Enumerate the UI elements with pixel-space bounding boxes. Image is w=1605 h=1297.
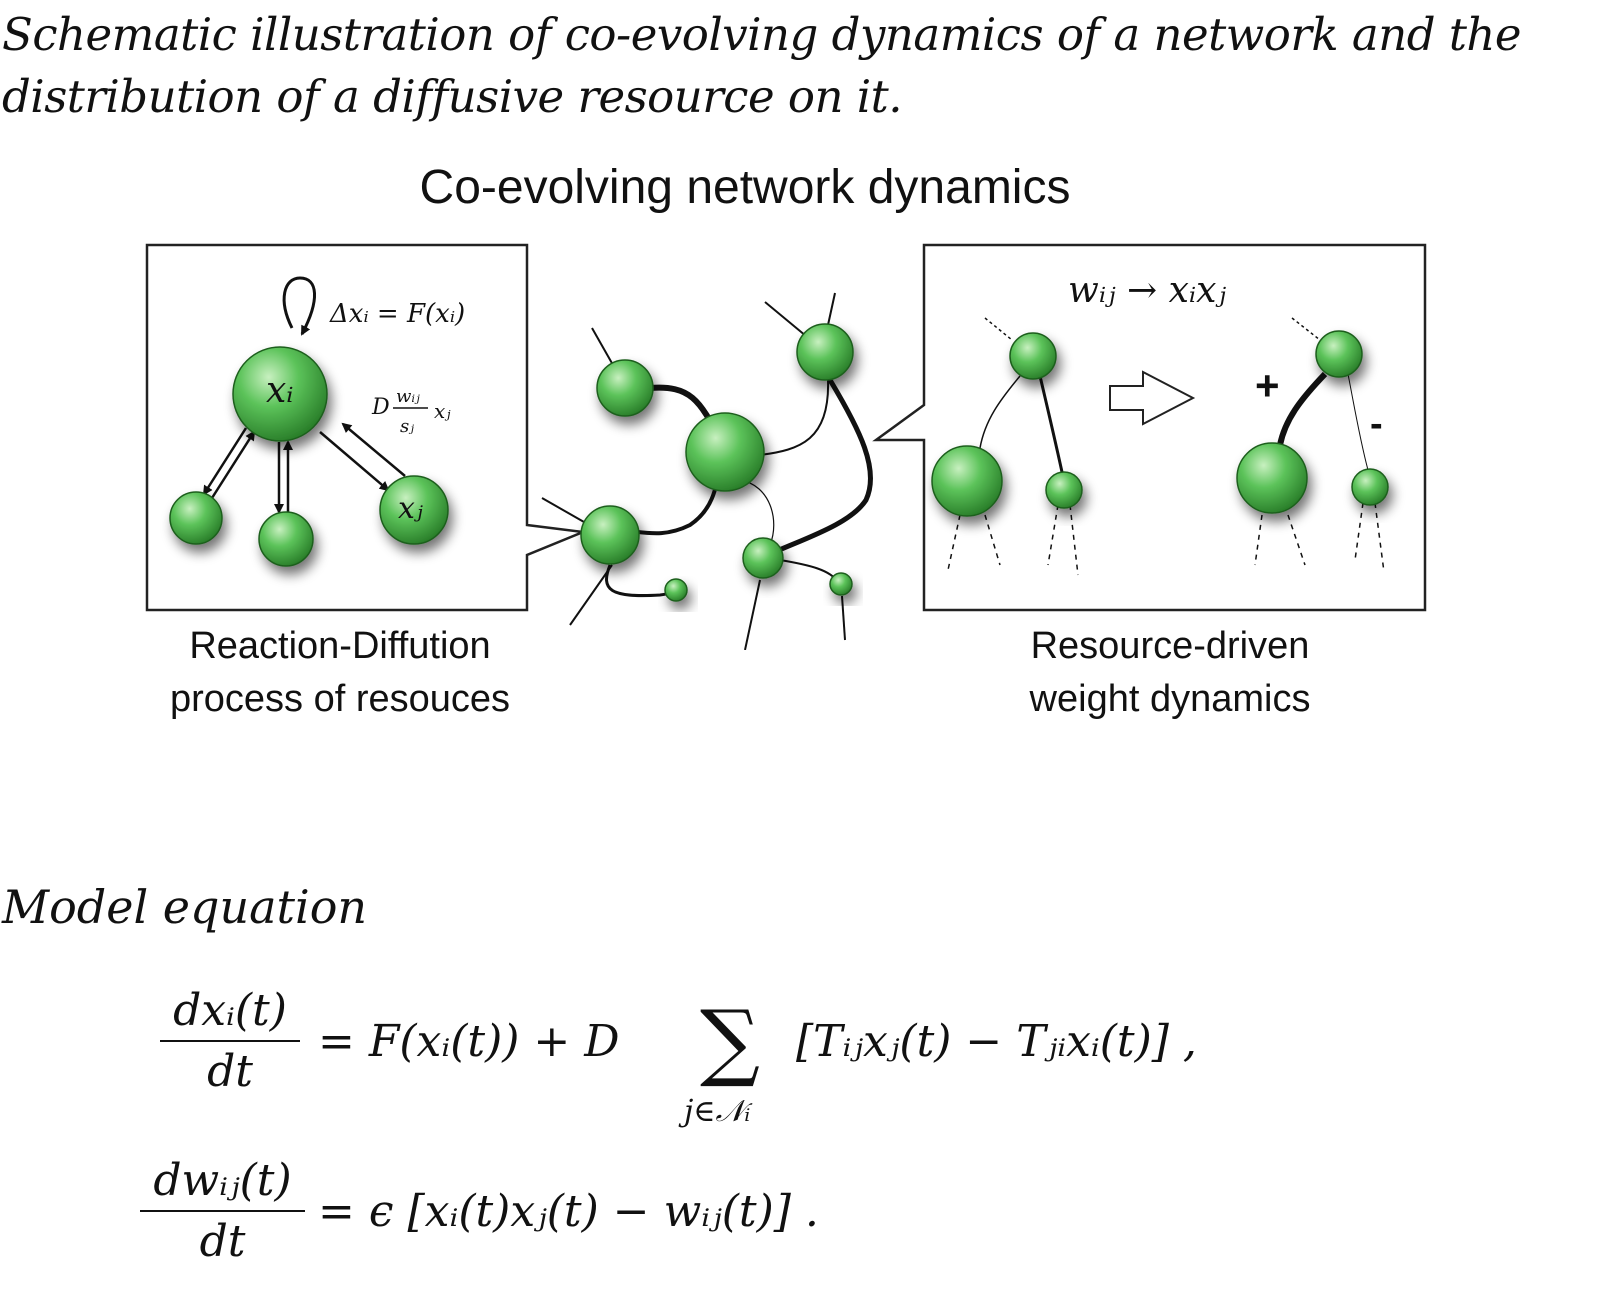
right-panel-label: Resource-driven weight dynamics — [960, 620, 1380, 726]
node-j-label: xⱼ — [398, 491, 423, 526]
right-panel-box — [872, 243, 1427, 612]
eq1-rhs-b: [Tᵢⱼxⱼ(t) − Tⱼᵢxᵢ(t)] , — [796, 1016, 1197, 1067]
reaction-equation: Δxᵢ = F(xᵢ) — [329, 299, 465, 329]
after-node-small — [1351, 468, 1389, 506]
before-node-big — [931, 445, 1003, 517]
minus-sign: - — [1370, 403, 1383, 445]
node-j — [379, 475, 449, 545]
flow-denominator: sⱼ — [400, 416, 414, 437]
network-node-3 — [685, 412, 765, 492]
node-left-1 — [169, 491, 223, 545]
eq1-lhs-denominator: dt — [207, 1046, 253, 1097]
before-node-top — [1009, 332, 1057, 380]
eq1-rhs-a: = F(xᵢ(t)) + D — [318, 1016, 620, 1067]
left-panel-label-line-1: Reaction-Diffution — [189, 625, 491, 667]
eq1-lhs-numerator: dxᵢ(t) — [173, 985, 287, 1036]
node-i-label: xᵢ — [266, 370, 294, 411]
network-node-6 — [664, 578, 688, 602]
transition-arrow-icon — [1109, 370, 1196, 426]
plus-sign: + — [1255, 362, 1280, 409]
eq2-lhs-fraction: dwᵢⱼ(t) dt — [140, 1155, 305, 1267]
before-node-small — [1045, 471, 1083, 509]
eq2-rhs: = ϵ [xᵢ(t)xⱼ(t) − wᵢⱼ(t)] . — [318, 1186, 819, 1237]
node-left-2 — [258, 511, 314, 567]
flow-x: xⱼ — [434, 399, 451, 423]
after-node-big — [1236, 442, 1308, 514]
diffusion-arrows — [202, 422, 406, 514]
network-node-7 — [829, 572, 853, 596]
after-node-top — [1315, 330, 1363, 378]
right-panel-label-line-2: weight dynamics — [1029, 678, 1311, 720]
caption-line-2: distribution of a diffusive resource on … — [2, 70, 903, 123]
eq1-sum-subscript: j∈𝒩ᵢ — [684, 1094, 751, 1129]
eq1-lhs-fraction: dxᵢ(t) dt — [160, 985, 300, 1097]
flow-numerator: wᵢⱼ — [396, 386, 420, 407]
caption-line-1: Schematic illustration of co-evolving dy… — [2, 8, 1522, 61]
model-title: Model equation — [2, 880, 368, 934]
network-node-2 — [796, 323, 854, 381]
flow-term: D wᵢⱼ sⱼ xⱼ — [371, 386, 451, 437]
before-graph — [947, 317, 1079, 576]
network-node-1 — [596, 359, 654, 417]
caption: Schematic illustration of co-evolving dy… — [2, 4, 1602, 128]
sum-symbol: ∑ — [700, 992, 760, 1090]
after-graph — [1254, 317, 1385, 573]
network-node-4 — [580, 505, 640, 565]
self-loop-arrow — [282, 276, 316, 336]
diagram-title: Co-evolving network dynamics — [419, 161, 1071, 214]
network-diagram: Δxᵢ = F(xᵢ) xᵢ xⱼ D wᵢⱼ sⱼ xⱼ — [145, 243, 1427, 650]
weight-rule: wᵢⱼ → xᵢxⱼ — [1068, 270, 1226, 311]
left-panel-box — [145, 243, 588, 612]
left-panel-label: Reaction-Diffution process of resouces — [120, 620, 560, 726]
network-node-5 — [742, 537, 784, 579]
eq2-lhs-denominator: dt — [199, 1216, 246, 1267]
network-nodes — [580, 323, 854, 602]
node-i — [232, 346, 328, 442]
flow-D: D — [371, 395, 390, 420]
eq2-lhs-numerator: dwᵢⱼ(t) — [153, 1155, 292, 1206]
left-panel-label-line-2: process of resouces — [169, 678, 511, 720]
right-panel-label-line-1: Resource-driven — [1030, 625, 1310, 667]
